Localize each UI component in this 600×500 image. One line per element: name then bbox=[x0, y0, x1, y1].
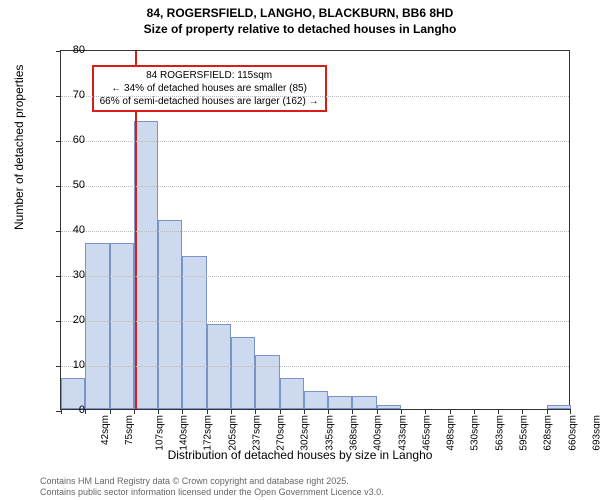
annotation-line-1: 84 ROGERSFIELD: 115sqm bbox=[100, 69, 319, 82]
x-tick-mark bbox=[570, 409, 571, 414]
x-tick-mark bbox=[522, 409, 523, 414]
x-tick-label: 75sqm bbox=[124, 415, 135, 445]
x-tick-mark bbox=[401, 409, 402, 414]
x-tick-mark bbox=[85, 409, 86, 414]
histogram-bar bbox=[182, 256, 206, 409]
x-tick-label: 628sqm bbox=[543, 415, 554, 451]
x-tick-mark bbox=[182, 409, 183, 414]
histogram-bar bbox=[158, 220, 182, 409]
y-tick-label: 40 bbox=[45, 224, 85, 236]
x-tick-label: 335sqm bbox=[324, 415, 335, 451]
x-tick-label: 172sqm bbox=[203, 415, 214, 451]
x-tick-mark bbox=[474, 409, 475, 414]
annotation-line-3: 66% of semi-detached houses are larger (… bbox=[100, 95, 319, 108]
x-tick-label: 107sqm bbox=[154, 415, 165, 451]
x-tick-label: 693sqm bbox=[591, 415, 600, 451]
x-tick-label: 595sqm bbox=[519, 415, 530, 451]
x-tick-mark bbox=[425, 409, 426, 414]
x-tick-label: 140sqm bbox=[179, 415, 190, 451]
x-tick-label: 530sqm bbox=[470, 415, 481, 451]
x-tick-mark bbox=[352, 409, 353, 414]
histogram-bar bbox=[377, 405, 401, 410]
x-tick-label: 660sqm bbox=[567, 415, 578, 451]
histogram-bar bbox=[85, 243, 109, 410]
annotation-box: 84 ROGERSFIELD: 115sqm ← 34% of detached… bbox=[92, 65, 327, 112]
x-tick-mark bbox=[280, 409, 281, 414]
x-tick-mark bbox=[498, 409, 499, 414]
x-axis-label: Distribution of detached houses by size … bbox=[0, 448, 600, 462]
x-tick-mark bbox=[255, 409, 256, 414]
x-tick-mark bbox=[304, 409, 305, 414]
x-tick-label: 302sqm bbox=[300, 415, 311, 451]
y-axis-label: Number of detached properties bbox=[12, 65, 26, 230]
x-tick-label: 498sqm bbox=[446, 415, 457, 451]
x-tick-label: 270sqm bbox=[276, 415, 287, 451]
x-tick-mark bbox=[158, 409, 159, 414]
grid-line bbox=[61, 276, 569, 277]
y-tick-label: 10 bbox=[45, 359, 85, 371]
y-tick-label: 20 bbox=[45, 314, 85, 326]
x-tick-label: 433sqm bbox=[397, 415, 408, 451]
grid-line bbox=[61, 186, 569, 187]
grid-line bbox=[61, 231, 569, 232]
y-tick-label: 60 bbox=[45, 134, 85, 146]
annotation-line-2: ← 34% of detached houses are smaller (85… bbox=[100, 82, 319, 95]
x-tick-mark bbox=[328, 409, 329, 414]
x-tick-mark bbox=[110, 409, 111, 414]
histogram-bar bbox=[547, 405, 571, 410]
x-tick-mark bbox=[547, 409, 548, 414]
y-tick-label: 30 bbox=[45, 269, 85, 281]
footer-attribution: Contains HM Land Registry data © Crown c… bbox=[40, 476, 384, 498]
histogram-bar bbox=[231, 337, 255, 409]
histogram-bar bbox=[328, 396, 352, 410]
footer-line-2: Contains public sector information licen… bbox=[40, 487, 384, 498]
x-tick-mark bbox=[207, 409, 208, 414]
grid-line bbox=[61, 321, 569, 322]
x-tick-label: 563sqm bbox=[494, 415, 505, 451]
x-tick-label: 205sqm bbox=[227, 415, 238, 451]
title-line-2: Size of property relative to detached ho… bbox=[0, 22, 600, 38]
histogram-bar bbox=[352, 396, 376, 410]
chart-plot-area: 84 ROGERSFIELD: 115sqm ← 34% of detached… bbox=[60, 50, 570, 410]
title-line-1: 84, ROGERSFIELD, LANGHO, BLACKBURN, BB6 … bbox=[0, 6, 600, 22]
y-tick-label: 50 bbox=[45, 179, 85, 191]
grid-line bbox=[61, 366, 569, 367]
histogram-bar bbox=[110, 243, 134, 410]
x-tick-mark bbox=[231, 409, 232, 414]
x-tick-mark bbox=[134, 409, 135, 414]
y-tick-label: 70 bbox=[45, 89, 85, 101]
histogram-bar bbox=[255, 355, 279, 409]
histogram-bar bbox=[280, 378, 304, 410]
x-tick-label: 368sqm bbox=[349, 415, 360, 451]
footer-line-1: Contains HM Land Registry data © Crown c… bbox=[40, 476, 384, 487]
x-tick-label: 400sqm bbox=[373, 415, 384, 451]
chart-title: 84, ROGERSFIELD, LANGHO, BLACKBURN, BB6 … bbox=[0, 0, 600, 37]
y-tick-label: 0 bbox=[45, 404, 85, 416]
grid-line bbox=[61, 96, 569, 97]
grid-line bbox=[61, 141, 569, 142]
x-tick-label: 42sqm bbox=[100, 415, 111, 445]
y-tick-label: 80 bbox=[45, 44, 85, 56]
x-tick-mark bbox=[377, 409, 378, 414]
x-tick-label: 237sqm bbox=[251, 415, 262, 451]
histogram-bar bbox=[304, 391, 328, 409]
x-tick-label: 465sqm bbox=[421, 415, 432, 451]
x-tick-mark bbox=[450, 409, 451, 414]
